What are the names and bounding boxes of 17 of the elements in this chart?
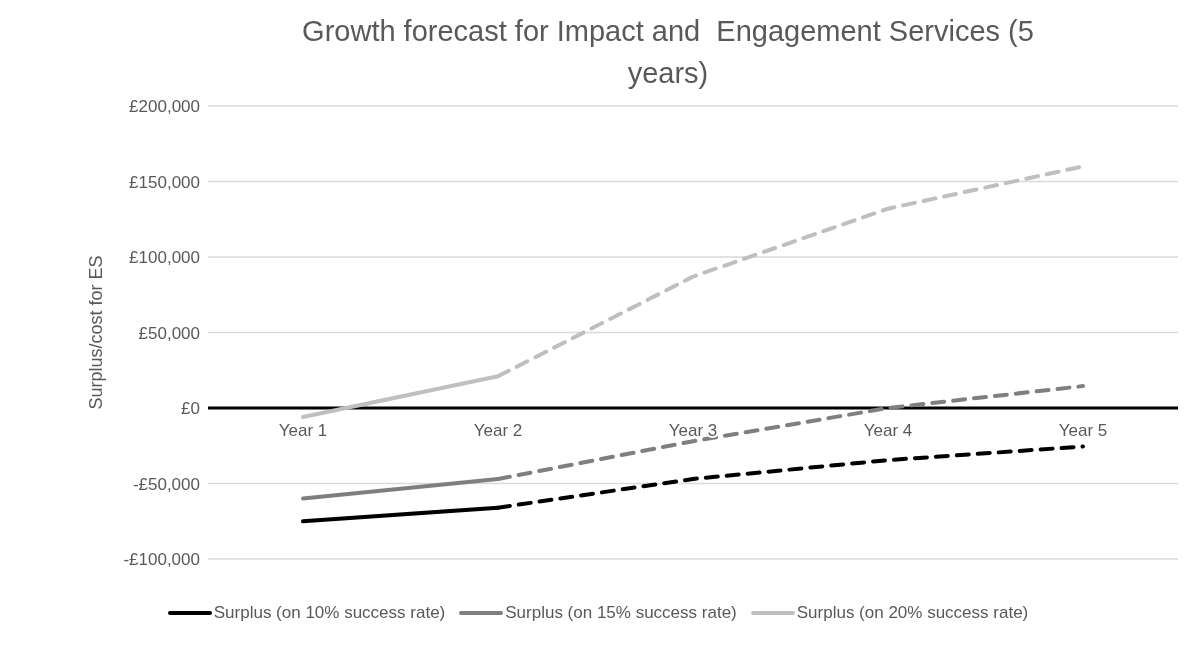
- y-tick-label: -£50,000: [132, 474, 200, 494]
- x-tick-label: Year 1: [278, 421, 328, 440]
- legend-label: Surplus (on 10% success rate): [213, 603, 446, 623]
- legend-label: Surplus (on 15% success rate): [505, 603, 737, 623]
- x-tick-label: Year 4: [863, 421, 913, 440]
- y-tick-label: £50,000: [138, 323, 200, 343]
- y-tick-label: £100,000: [129, 248, 200, 268]
- y-tick-label: -£100,000: [123, 550, 200, 570]
- legend-label: Surplus (on 20% success rate): [796, 603, 1029, 623]
- y-tick-label: £200,000: [129, 97, 200, 117]
- x-tick-label: Year 2: [473, 421, 523, 440]
- y-tick-label: £150,000: [129, 172, 200, 192]
- y-tick-label: £0: [181, 399, 200, 419]
- x-tick-label: Year 3: [668, 421, 718, 440]
- y-axis-title: Surplus/cost for ES: [86, 255, 107, 410]
- chart-title: Growth forecast for Impact and Engagement Services (5 years): [301, 14, 1035, 91]
- x-tick-label: Year 5: [1058, 421, 1108, 440]
